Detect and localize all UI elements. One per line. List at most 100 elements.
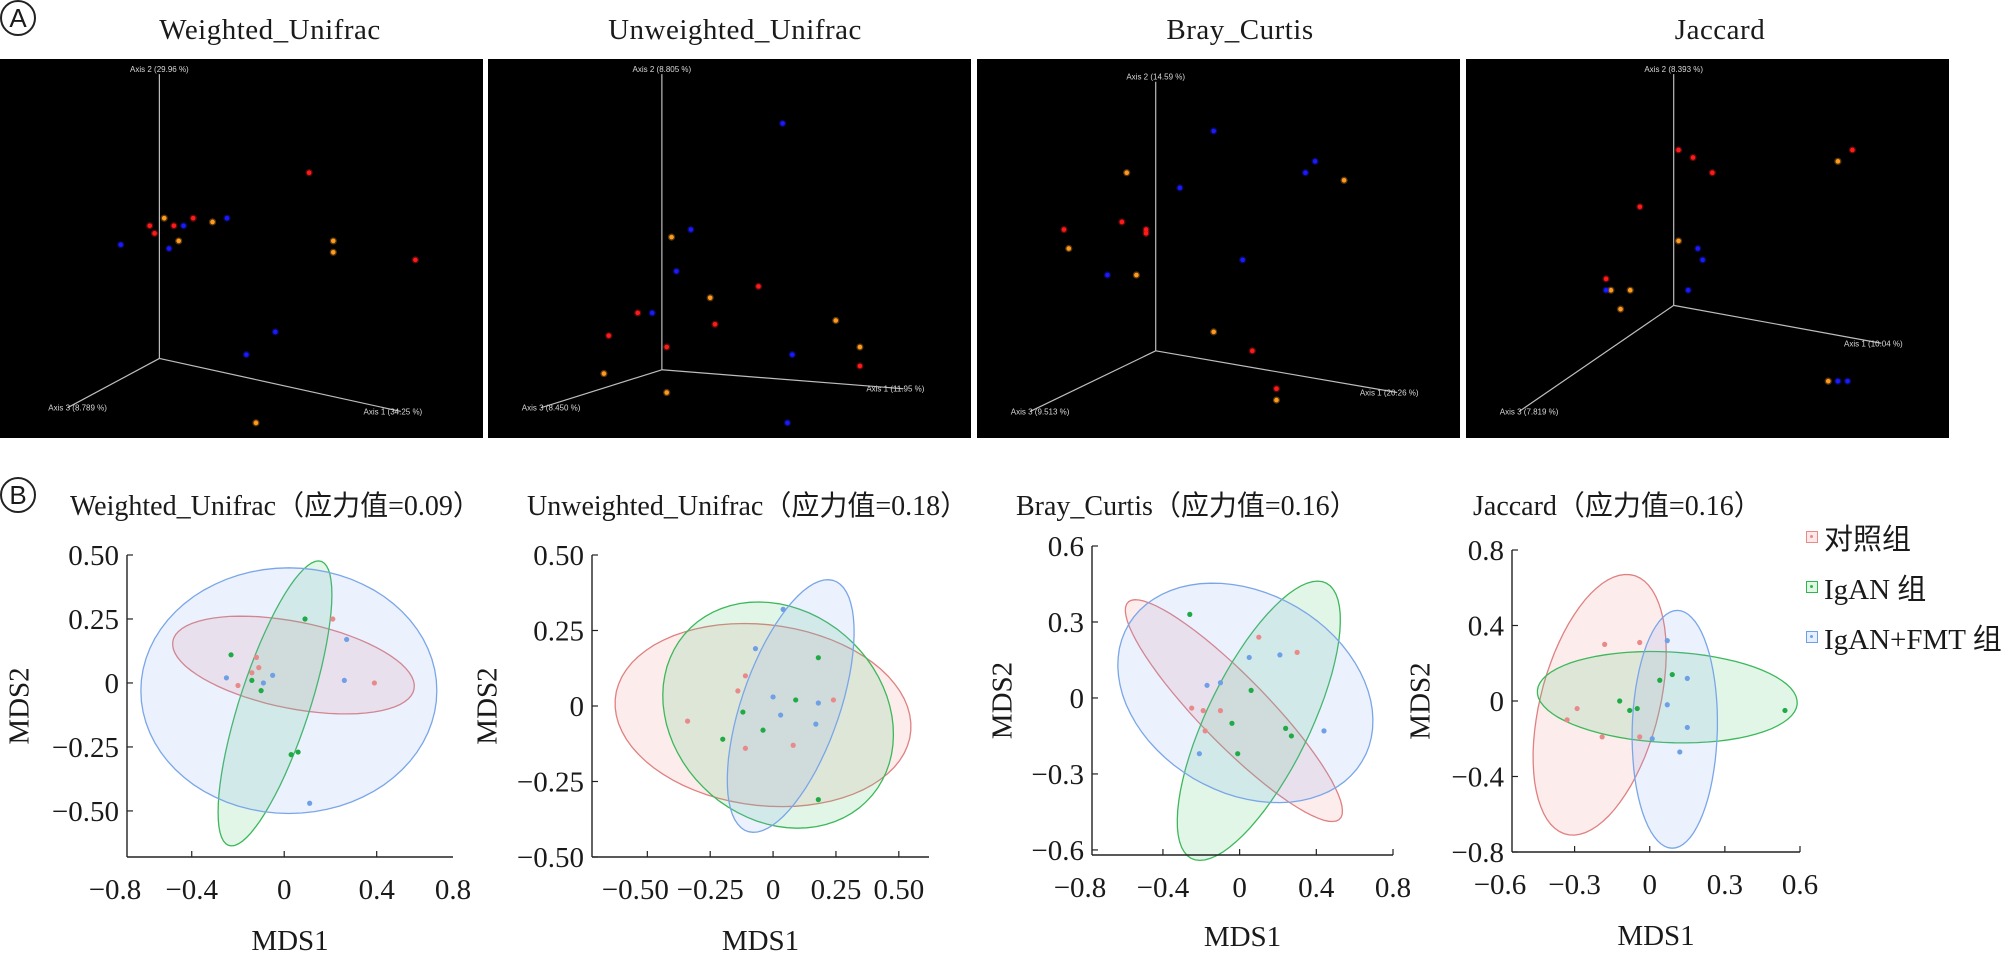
- data-point-blue: [1695, 246, 1701, 251]
- data-point-series-2: [270, 672, 276, 678]
- data-point-blue: [273, 329, 278, 335]
- panel-b-marker-label: B: [9, 480, 27, 510]
- data-point-orange: [210, 219, 215, 225]
- x-tick-label: −0.8: [89, 874, 142, 906]
- data-point-red: [1274, 386, 1279, 392]
- x-axis-label: MDS1: [722, 925, 799, 956]
- data-point-orange: [1608, 287, 1614, 293]
- x-axis-label: MDS1: [251, 925, 328, 956]
- confidence-ellipse-1: [662, 601, 895, 829]
- y-axis-label: MDS2: [4, 667, 36, 744]
- y-tick-label: 0.50: [533, 540, 584, 572]
- x-tick-label: −0.4: [165, 874, 218, 906]
- data-point-orange: [833, 318, 839, 323]
- legend-swatch-control: [1806, 531, 1818, 543]
- data-point-red: [147, 223, 153, 229]
- x-tick-label: 0.50: [873, 874, 924, 906]
- data-point-series-0: [330, 616, 336, 622]
- data-point-series-0: [742, 673, 749, 679]
- y-tick-label: 0.4: [1468, 611, 1505, 643]
- data-point-red: [756, 284, 761, 289]
- data-point-series-2: [1246, 654, 1252, 661]
- confidence-ellipse-0: [172, 615, 415, 715]
- y-tick-label: −0.8: [1451, 837, 1504, 869]
- data-point-series-1: [793, 697, 799, 703]
- data-point-orange: [253, 420, 259, 426]
- data-point-blue: [181, 223, 186, 229]
- data-point-series-1: [1617, 698, 1623, 704]
- data-point-series-0: [1599, 734, 1605, 740]
- data-point-orange: [330, 238, 336, 244]
- data-point-red: [1119, 219, 1125, 225]
- data-point-series-1: [228, 652, 234, 658]
- data-point-series-2: [815, 700, 821, 706]
- axis-3-label: Axis 3 (7.819 %): [1500, 407, 1559, 416]
- data-point-red: [306, 170, 312, 175]
- data-point-series-1: [1782, 707, 1788, 714]
- y-tick-label: 0.3: [1048, 607, 1084, 639]
- pcoa-3d-plot-bray-curtis[interactable]: Axis 2 (14.59 %) Axis 1 (20.26 %) Axis 3 (…: [977, 59, 1460, 438]
- pcoa-3d-plot-unweighted-unifrac[interactable]: Axis 2 (8.805 %) Axis 1 (11.95 %) Axis 3 (…: [488, 59, 971, 438]
- data-point-series-0: [1574, 705, 1580, 712]
- axis-3-line: [1029, 350, 1156, 413]
- data-point-orange: [1627, 287, 1633, 293]
- axis-3-label: Axis 3 (8.789 %): [48, 404, 107, 413]
- data-point-blue: [1105, 272, 1110, 278]
- y-tick-label: −0.25: [52, 732, 119, 764]
- x-axis-label: MDS1: [1204, 921, 1281, 953]
- data-point-blue: [688, 227, 694, 232]
- data-point-orange: [1066, 246, 1072, 251]
- data-point-series-2: [1217, 680, 1224, 686]
- data-point-series-2: [778, 712, 784, 718]
- data-point-red: [1143, 231, 1149, 236]
- data-point-series-2: [1277, 652, 1283, 658]
- data-point-series-1: [720, 736, 726, 742]
- data-point-series-0: [742, 745, 749, 751]
- pcoa-3d-plot-weighted-unifrac[interactable]: Axis 2 (29.96 %) Axis 1 (34.25 %) Axis 3 (…: [0, 59, 483, 438]
- x-tick-label: 0.4: [359, 874, 396, 906]
- y-tick-label: 0.8: [1468, 535, 1504, 567]
- data-point-series-1: [1229, 720, 1235, 726]
- axis-3-label: Axis 3 (8.450 %): [522, 404, 581, 413]
- pcoa-3d-svg: Axis 2 (8.393 %) Axis 1 (10.04 %) Axis 3 (…: [1500, 65, 1903, 416]
- data-point-series-1: [302, 616, 308, 622]
- data-point-red: [1710, 170, 1715, 175]
- data-point-series-2: [1684, 724, 1690, 731]
- y-tick-label: −0.4: [1451, 762, 1504, 794]
- data-point-red: [171, 223, 177, 229]
- data-point-series-1: [1288, 733, 1294, 739]
- data-point-series-2: [1684, 675, 1690, 681]
- y-tick-label: 0: [105, 668, 120, 700]
- data-point-red: [635, 310, 641, 316]
- data-point-orange: [1835, 159, 1841, 164]
- confidence-ellipse-1: [217, 560, 333, 847]
- axis-3-line: [540, 369, 663, 409]
- data-point-series-2: [1321, 728, 1327, 734]
- data-point-series-1: [1187, 611, 1193, 617]
- x-tick-label: 0.8: [435, 874, 471, 906]
- legend: 对照组 IgAN 组 IgAN+FMT 组: [1806, 512, 2002, 662]
- y-axis-label: MDS2: [1405, 662, 1437, 739]
- panel-a-marker: A: [0, 0, 36, 36]
- data-point-series-0: [1217, 708, 1224, 714]
- legend-item-igan[interactable]: IgAN 组: [1806, 562, 2002, 612]
- pcoa-3d-plot-jaccard[interactable]: Axis 2 (8.393 %) Axis 1 (10.04 %) Axis 3 (…: [1466, 59, 1949, 438]
- y-tick-label: 0.25: [533, 616, 584, 648]
- data-point-red: [1690, 155, 1696, 160]
- data-point-series-2: [770, 694, 776, 700]
- legend-item-control[interactable]: 对照组: [1806, 512, 2002, 562]
- data-point-series-1: [1669, 671, 1675, 678]
- data-point-red: [413, 257, 418, 263]
- axis-2-label: Axis 2 (29.96 %): [130, 65, 189, 74]
- x-tick-label: −0.8: [1054, 872, 1107, 904]
- axis-2-label: Axis 2 (8.393 %): [1644, 65, 1703, 74]
- y-tick-label: 0: [1070, 683, 1085, 715]
- data-point-blue: [785, 420, 790, 426]
- legend-item-igan-fmt[interactable]: IgAN+FMT 组: [1806, 612, 2002, 662]
- x-tick-label: 0: [1642, 869, 1657, 901]
- data-point-orange: [330, 249, 336, 255]
- data-point-blue: [1312, 159, 1318, 164]
- y-tick-label: 0.50: [68, 540, 119, 572]
- data-point-red: [1143, 227, 1149, 232]
- confidence-ellipse-0: [614, 622, 912, 808]
